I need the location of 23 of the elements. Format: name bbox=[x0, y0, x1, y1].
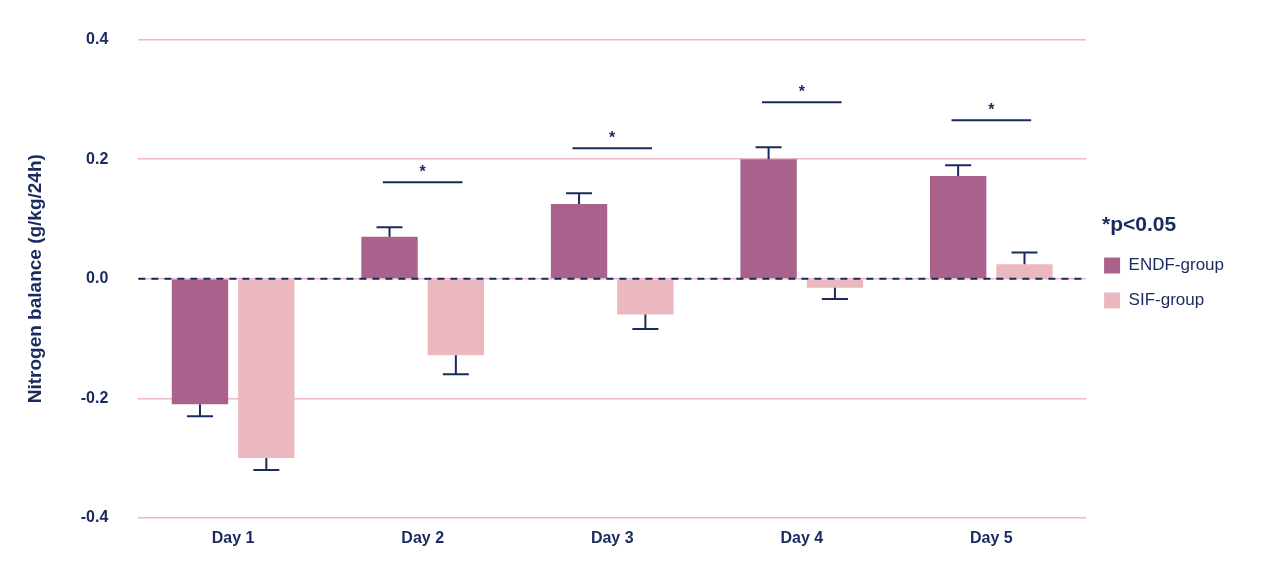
x-tick-label: Day 5 bbox=[969, 528, 1013, 546]
bar bbox=[361, 236, 418, 278]
x-tick-label: Day 4 bbox=[780, 528, 824, 546]
x-tick-label: Day 1 bbox=[211, 528, 255, 546]
x-tick-label: Day 2 bbox=[401, 528, 445, 546]
y-tick-label: 0.2 bbox=[86, 149, 109, 167]
y-axis-title: Nitrogen balance (g/kg/24h) bbox=[23, 154, 45, 404]
y-tick-label: -0.4 bbox=[80, 508, 109, 526]
annotation: * bbox=[609, 128, 617, 146]
annotation: * bbox=[419, 162, 427, 180]
text: *p<0.05 bbox=[1102, 212, 1177, 236]
bar bbox=[740, 159, 797, 278]
x-tick-label: Day 3 bbox=[590, 528, 634, 546]
legend-label: ENDF-group bbox=[1128, 255, 1224, 275]
bar bbox=[171, 279, 229, 405]
legend-label: SIF-group bbox=[1128, 290, 1205, 310]
bar bbox=[929, 175, 987, 278]
bar bbox=[550, 203, 608, 278]
y-tick-label: 0.4 bbox=[86, 30, 109, 48]
annotation: * bbox=[988, 100, 996, 118]
annotation: * bbox=[798, 82, 806, 100]
y-tick-label: -0.2 bbox=[80, 388, 109, 406]
y-tick-label: 0.0 bbox=[86, 269, 109, 287]
